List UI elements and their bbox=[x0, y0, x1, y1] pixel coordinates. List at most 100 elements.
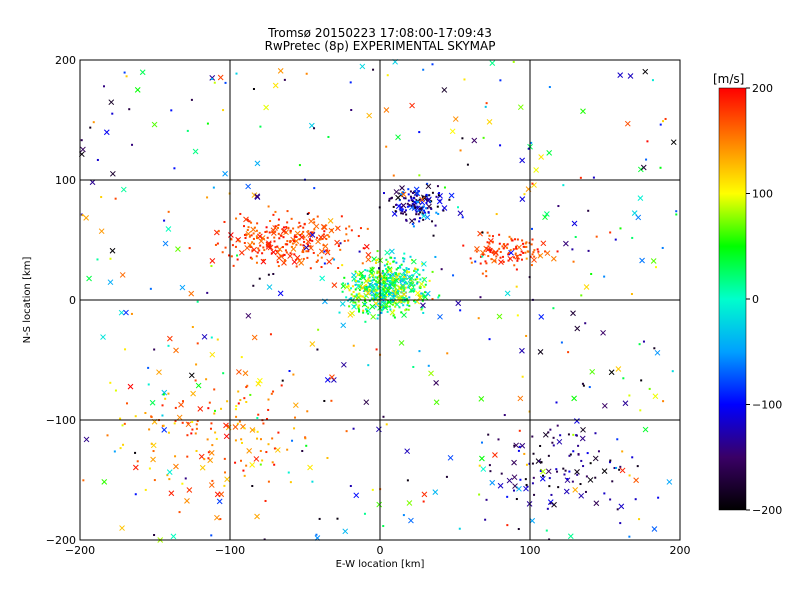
data-point bbox=[455, 300, 462, 307]
data-point bbox=[566, 478, 569, 481]
data-point bbox=[252, 284, 255, 287]
data-point bbox=[506, 477, 513, 484]
data-point bbox=[497, 438, 500, 441]
data-point bbox=[389, 262, 392, 265]
data-point bbox=[492, 249, 499, 256]
data-point bbox=[403, 211, 406, 214]
data-point bbox=[273, 236, 276, 239]
data-point bbox=[376, 292, 379, 295]
data-point bbox=[408, 287, 415, 293]
data-point bbox=[421, 212, 424, 215]
data-point bbox=[422, 205, 425, 208]
data-point bbox=[650, 258, 657, 264]
data-point bbox=[347, 239, 350, 242]
y-tick-label: −200 bbox=[46, 534, 76, 547]
data-point bbox=[664, 117, 667, 120]
data-point bbox=[519, 347, 525, 354]
data-point bbox=[581, 382, 584, 385]
data-point bbox=[318, 234, 324, 241]
data-point bbox=[400, 212, 403, 215]
data-point bbox=[671, 370, 674, 373]
data-point bbox=[245, 233, 248, 236]
data-point bbox=[364, 300, 367, 303]
data-point bbox=[299, 243, 302, 246]
data-point bbox=[191, 421, 194, 424]
data-point bbox=[336, 517, 339, 520]
data-point bbox=[548, 485, 551, 488]
data-point bbox=[548, 538, 551, 541]
data-point bbox=[424, 211, 427, 214]
data-point bbox=[261, 459, 264, 462]
data-point bbox=[436, 198, 443, 205]
data-point bbox=[354, 283, 357, 286]
data-point bbox=[369, 269, 372, 272]
data-point bbox=[269, 333, 272, 336]
data-point bbox=[484, 105, 487, 108]
data-point bbox=[161, 414, 164, 417]
data-point bbox=[372, 276, 375, 279]
data-point bbox=[191, 428, 194, 431]
data-point bbox=[403, 269, 406, 272]
data-point bbox=[320, 256, 323, 259]
data-point bbox=[532, 452, 535, 455]
data-point bbox=[404, 286, 407, 289]
data-point bbox=[331, 257, 334, 260]
data-point bbox=[327, 218, 334, 224]
data-point bbox=[251, 485, 254, 488]
data-point bbox=[358, 292, 361, 295]
data-point bbox=[245, 464, 248, 467]
y-axis-ticks: −200 −100 0 100 200 bbox=[46, 54, 76, 547]
data-point bbox=[418, 350, 421, 353]
data-point bbox=[396, 274, 399, 277]
data-point bbox=[662, 400, 665, 403]
data-point bbox=[267, 443, 270, 446]
data-point bbox=[321, 224, 328, 231]
data-point bbox=[267, 408, 270, 411]
data-point bbox=[89, 179, 96, 186]
data-point bbox=[392, 174, 395, 177]
data-point bbox=[654, 266, 657, 269]
data-point bbox=[223, 220, 226, 223]
data-point bbox=[222, 170, 228, 177]
data-point bbox=[490, 258, 493, 261]
data-point bbox=[206, 196, 209, 199]
data-point bbox=[232, 264, 235, 267]
data-point bbox=[306, 256, 309, 259]
data-point bbox=[162, 240, 169, 247]
data-point bbox=[379, 303, 382, 306]
data-point bbox=[366, 269, 369, 272]
data-point bbox=[224, 246, 227, 249]
data-point bbox=[397, 272, 400, 275]
data-point bbox=[611, 480, 614, 483]
data-point bbox=[574, 325, 581, 332]
data-point bbox=[369, 272, 376, 279]
data-point bbox=[540, 240, 547, 247]
data-point bbox=[400, 263, 403, 266]
data-point bbox=[322, 233, 325, 236]
data-point bbox=[323, 230, 326, 233]
data-point bbox=[382, 280, 385, 283]
data-point bbox=[167, 392, 170, 395]
data-point bbox=[267, 205, 270, 208]
data-point bbox=[290, 246, 297, 252]
data-point bbox=[588, 386, 591, 389]
data-point bbox=[414, 278, 417, 281]
data-point bbox=[582, 465, 585, 468]
y-tick-label: −100 bbox=[46, 414, 76, 427]
data-point bbox=[530, 243, 533, 246]
data-point bbox=[618, 503, 625, 510]
data-point bbox=[537, 349, 544, 355]
data-point bbox=[513, 444, 516, 447]
data-point bbox=[384, 286, 387, 289]
data-point bbox=[256, 416, 259, 419]
data-point bbox=[250, 234, 253, 237]
data-point bbox=[569, 453, 572, 456]
data-point bbox=[367, 312, 370, 315]
data-point bbox=[346, 299, 349, 302]
data-point bbox=[522, 251, 525, 254]
data-point bbox=[559, 434, 562, 437]
data-point bbox=[382, 296, 385, 299]
data-point bbox=[282, 226, 285, 229]
data-point bbox=[251, 334, 258, 341]
data-point bbox=[375, 259, 378, 262]
